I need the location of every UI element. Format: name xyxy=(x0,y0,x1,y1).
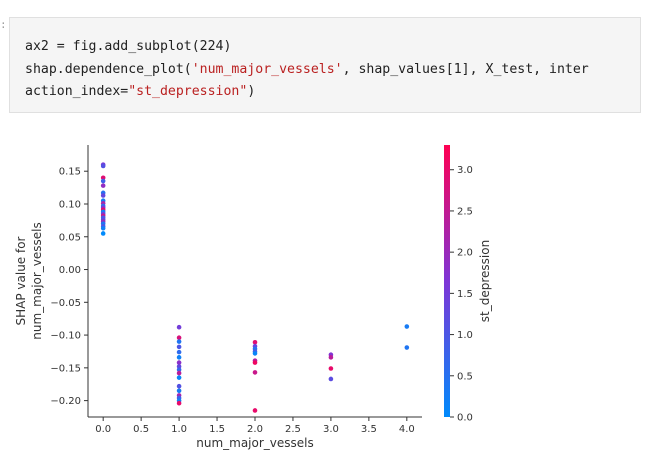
data-point xyxy=(100,193,106,198)
data-point xyxy=(252,351,258,356)
data-point xyxy=(176,367,182,373)
colorbar-tick-label: 3.0 xyxy=(457,165,473,176)
data-point xyxy=(100,231,106,236)
x-tick-label: 1.0 xyxy=(171,424,187,435)
cell-prompt-marker: : xyxy=(0,18,7,31)
data-point xyxy=(176,375,182,380)
y-tick-label: 0.00 xyxy=(59,265,81,276)
colorbar-tick-label: 1.0 xyxy=(457,330,473,341)
colorbar-tick-label: 0.0 xyxy=(457,413,473,424)
colorbar-tick-label: 1.5 xyxy=(457,289,473,300)
y-axis-label-line1: SHAP value for xyxy=(14,236,28,325)
data-point xyxy=(100,178,106,184)
y-tick-label: 0.10 xyxy=(59,199,81,210)
data-point xyxy=(100,183,106,188)
colorbar-tick-label: 0.5 xyxy=(457,371,473,382)
colorbar-tick-label: 2.5 xyxy=(457,206,473,217)
x-tick-label: 0.0 xyxy=(95,424,111,435)
x-tick-label: 1.5 xyxy=(209,424,225,435)
code-line-3-close: ) xyxy=(247,84,256,99)
data-point xyxy=(176,388,182,394)
x-tick-label: 3.0 xyxy=(323,424,339,435)
data-point xyxy=(404,324,410,329)
data-point xyxy=(176,355,182,360)
x-tick-label: 3.5 xyxy=(361,424,377,435)
dependence-plot: 0.0 0.5 1.0 1.5 2.0 2.5 3.0 3.5 4.0 0.15 0.10 0.05 0… xyxy=(14,145,492,450)
data-point xyxy=(404,345,410,350)
data-point xyxy=(176,339,182,344)
code-line-3-kwarg: action_index= xyxy=(25,84,129,99)
code-editor[interactable]: ax2 = fig.add_subplot(224) shap.dependen… xyxy=(25,36,589,104)
code-line-3: action_index="st_depression") xyxy=(25,84,255,99)
code-cell[interactable]: ax2 = fig.add_subplot(224) shap.dependen… xyxy=(9,17,641,113)
data-point xyxy=(252,408,258,413)
code-line-1: ax2 = fig.add_subplot(224) xyxy=(25,39,232,54)
y-tick-label: −0.10 xyxy=(50,331,81,342)
plot-axes xyxy=(87,145,422,418)
data-point xyxy=(176,400,182,406)
x-tick-label: 0.5 xyxy=(133,424,149,435)
data-point xyxy=(176,364,182,369)
x-axis-label: num_major_vessels xyxy=(196,436,314,450)
scatter-points xyxy=(100,162,410,413)
y-tick-label: 0.15 xyxy=(59,167,81,178)
y-axis-label-line2: num_major_vessels xyxy=(30,222,44,340)
y-tick-label: −0.05 xyxy=(50,298,81,309)
x-tick-label: 2.5 xyxy=(285,424,301,435)
data-point xyxy=(328,366,334,371)
x-tick-label: 2.0 xyxy=(247,424,263,435)
code-line-3-string: "st_depression" xyxy=(128,84,248,99)
colorbar-label: st_depression xyxy=(478,240,492,322)
data-point xyxy=(176,344,182,350)
y-tick-label: −0.15 xyxy=(50,363,81,374)
data-point xyxy=(100,163,106,169)
data-point xyxy=(176,360,182,365)
colorbar-tick-label: 2.0 xyxy=(457,248,473,259)
x-tick-label: 4.0 xyxy=(399,424,415,435)
code-line-2-string: 'num_major_vessels' xyxy=(191,61,343,77)
colorbar-gradient xyxy=(444,145,450,417)
colorbar: 0.0 0.5 1.0 1.5 2.0 2.5 3.0 xyxy=(444,145,473,424)
data-point xyxy=(252,360,258,365)
axis-ticks: 0.0 0.5 1.0 1.5 2.0 2.5 3.0 3.5 4.0 0.15 0.10 0.05 0… xyxy=(50,167,414,435)
code-line-2: shap.dependence_plot('num_major_vessels'… xyxy=(25,62,589,77)
data-point xyxy=(328,355,334,360)
data-point xyxy=(176,349,182,355)
code-line-2-call: shap.dependence_plot( xyxy=(25,61,192,77)
code-line-2-args: , shap_values[1], X_test, inter xyxy=(342,61,589,77)
y-tick-label: −0.20 xyxy=(50,396,81,407)
data-point xyxy=(176,324,182,330)
data-point xyxy=(252,370,258,375)
data-point xyxy=(176,335,182,340)
y-tick-label: 0.05 xyxy=(59,232,81,243)
data-point xyxy=(176,383,182,389)
data-point xyxy=(100,225,106,231)
data-point xyxy=(176,370,182,376)
data-point xyxy=(328,376,334,382)
data-point xyxy=(252,339,258,345)
data-point xyxy=(100,175,106,181)
